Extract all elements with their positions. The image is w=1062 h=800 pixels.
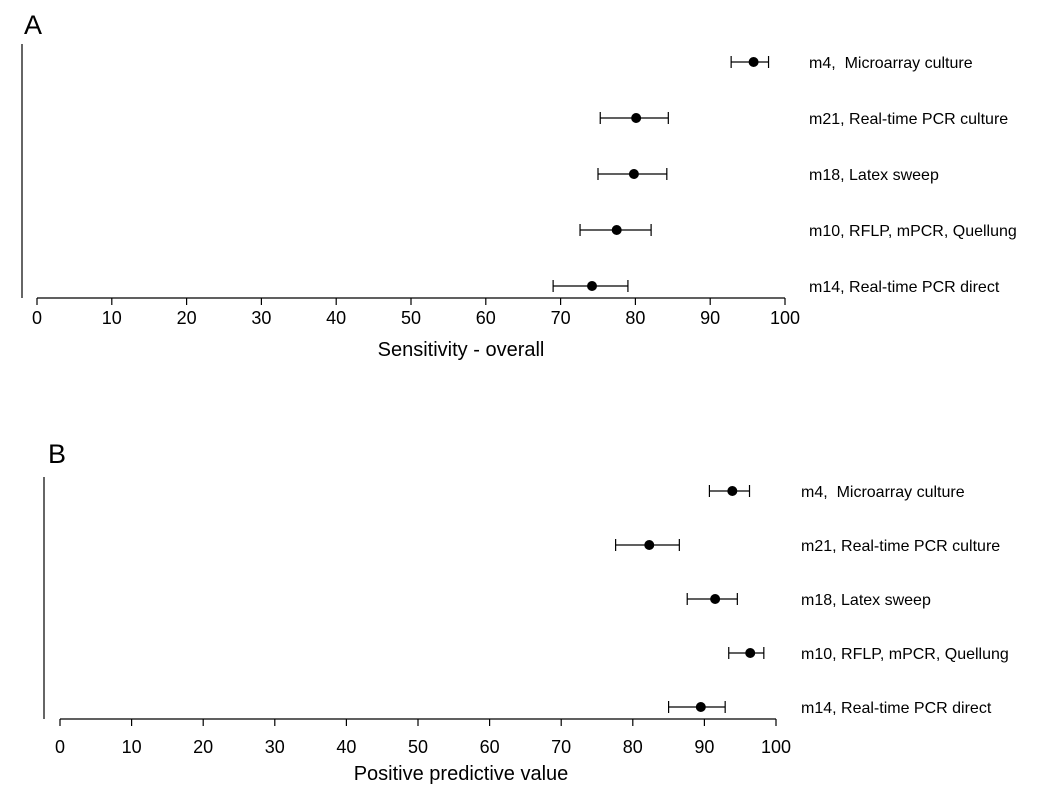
point-estimate	[587, 281, 598, 291]
point-estimate	[611, 225, 622, 235]
row-label: m4, Microarray culture	[809, 55, 973, 72]
point-estimate	[631, 113, 642, 123]
x-tick-label: 30	[251, 308, 271, 328]
row-label: m14, Real-time PCR direct	[809, 279, 1000, 296]
x-tick-label: 90	[694, 737, 714, 757]
x-tick-label: 100	[761, 737, 791, 757]
row-label: m21, Real-time PCR culture	[809, 111, 1008, 128]
x-tick-label: 70	[551, 308, 571, 328]
x-tick-label: 60	[480, 737, 500, 757]
x-tick-label: 100	[770, 308, 800, 328]
panel-letter: A	[24, 10, 42, 40]
panel-letter: B	[48, 439, 66, 469]
x-tick-label: 20	[177, 308, 197, 328]
panel-a: A 0 10 20 30 40 50 60 70 80 90 100 Sensitivity - ove…	[21, 10, 1017, 361]
x-tick-label: 0	[55, 737, 65, 757]
x-tick-label: 90	[700, 308, 720, 328]
x-tick-label: 40	[326, 308, 346, 328]
x-tick-label: 20	[193, 737, 213, 757]
row-label: m10, RFLP, mPCR, Quellung	[801, 646, 1009, 663]
x-tick-label: 10	[102, 308, 122, 328]
x-tick-label: 50	[408, 737, 428, 757]
point-estimate	[628, 169, 639, 179]
point-estimate	[644, 540, 655, 550]
point-estimate	[710, 594, 721, 604]
x-tick-label: 30	[265, 737, 285, 757]
point-estimate	[695, 702, 706, 712]
x-tick-label: 40	[336, 737, 356, 757]
x-tick-label: 60	[476, 308, 496, 328]
row-label: m10, RFLP, mPCR, Quellung	[809, 223, 1017, 240]
row-label: m18, Latex sweep	[801, 592, 931, 609]
x-axis-title: Sensitivity - overall	[378, 339, 545, 361]
x-tick-label: 70	[551, 737, 571, 757]
x-tick-label: 80	[623, 737, 643, 757]
panel-b: B 0 10 20 30 40 50 60 70 80 90 100 Positive predicti…	[43, 439, 1009, 785]
row-label: m14, Real-time PCR direct	[801, 700, 992, 717]
x-tick-label: 50	[401, 308, 421, 328]
row-label: m4, Microarray culture	[801, 484, 965, 501]
x-axis-title: Positive predictive value	[354, 763, 569, 785]
x-tick-label: 80	[625, 308, 645, 328]
point-estimate	[748, 57, 759, 67]
x-tick-label: 0	[32, 308, 42, 328]
row-label: m21, Real-time PCR culture	[801, 538, 1000, 555]
point-estimate	[745, 648, 756, 658]
point-estimate	[727, 486, 738, 496]
x-tick-label: 10	[122, 737, 142, 757]
row-label: m18, Latex sweep	[809, 167, 939, 184]
